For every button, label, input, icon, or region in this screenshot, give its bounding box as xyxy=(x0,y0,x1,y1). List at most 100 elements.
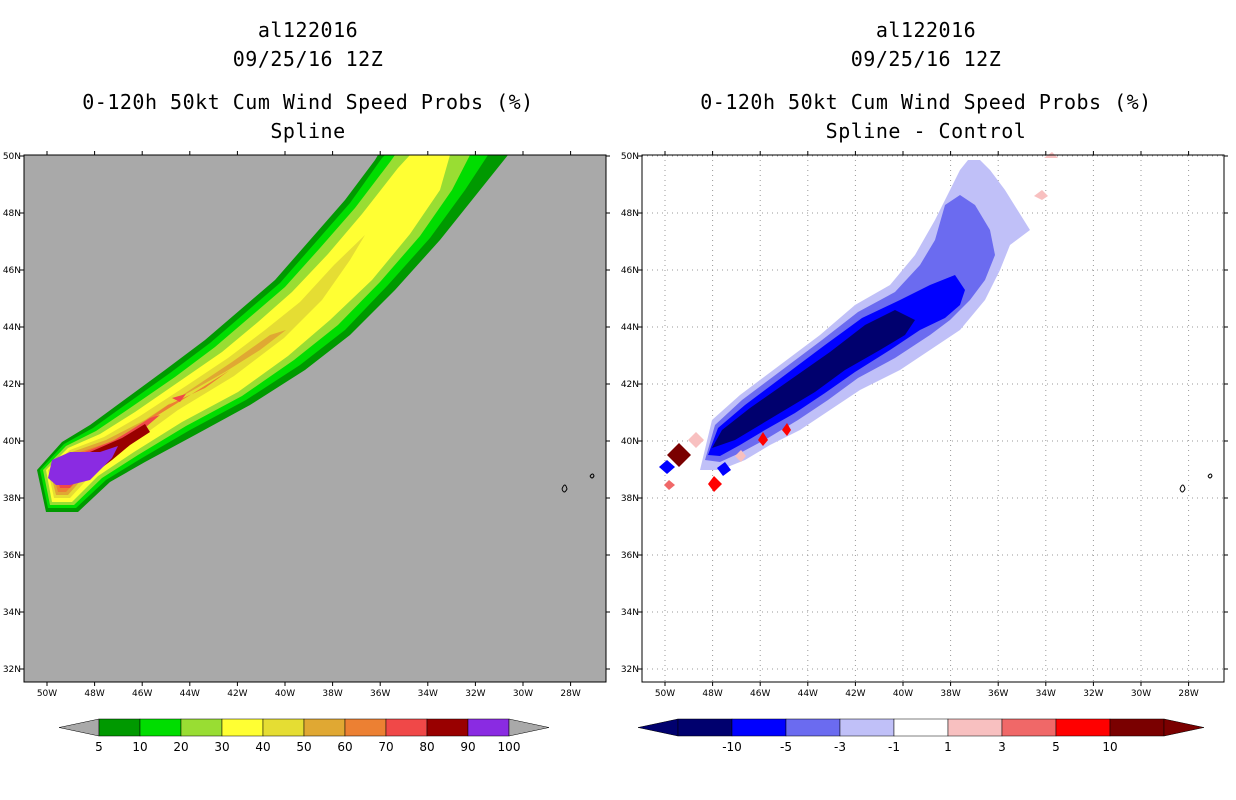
right-datetime: 09/25/16 12Z xyxy=(850,47,1002,71)
left-lat-axis: 50N 48N 46N 44N 42N 40N 38N 36N 34N 32N xyxy=(3,152,610,675)
lon-label: 50W xyxy=(37,689,57,699)
lon-label: 36W xyxy=(370,689,390,699)
lat-label: 40N xyxy=(3,437,21,447)
lat-label: 38N xyxy=(621,494,639,504)
left-subtitle: Spline xyxy=(270,119,346,143)
lon-label: 40W xyxy=(893,689,913,699)
lat-label: 32N xyxy=(3,665,21,675)
colorbar-swatch xyxy=(344,718,387,737)
colorbar-label: 30 xyxy=(214,740,229,754)
colorbar-label: 70 xyxy=(378,740,393,754)
lon-label: 42W xyxy=(845,689,865,699)
colorbar-swatch xyxy=(221,718,264,737)
left-storm-id: al122016 xyxy=(257,18,359,42)
colorbar-label: 10 xyxy=(132,740,147,754)
colorbar-label: -10 xyxy=(722,740,742,754)
colorbar-swatch xyxy=(1109,718,1165,737)
colorbar-label: 90 xyxy=(460,740,475,754)
lon-label: 38W xyxy=(322,689,342,699)
colorbar-label: 20 xyxy=(173,740,188,754)
lat-label: 48N xyxy=(621,209,639,219)
colorbar-swatch xyxy=(180,718,223,737)
diff-plus5-patch-2 xyxy=(758,432,768,446)
colorbar-label: 5 xyxy=(95,740,103,754)
diff-plus3-patch xyxy=(664,480,675,490)
left-island-outline-2 xyxy=(589,473,595,479)
diff-minus5-patch xyxy=(659,460,675,474)
right-map: 50N 48N 46N 44N 42N 40N 38N 36N 34N 32N 50W 48W 46W… xyxy=(621,151,1228,699)
right-map-border xyxy=(641,154,1225,683)
diff-plus1-patch-2 xyxy=(735,450,746,462)
lon-label: 42W xyxy=(227,689,247,699)
lat-label: 36N xyxy=(3,551,21,561)
colorbar-swatch xyxy=(385,718,428,737)
colorbar-swatch xyxy=(426,718,469,737)
colorbar-arrow-high xyxy=(508,718,550,737)
lon-label: 34W xyxy=(418,689,438,699)
colorbar-arrow-low xyxy=(637,718,679,737)
diff-plus1-patch xyxy=(688,432,704,448)
colorbar-label: 50 xyxy=(296,740,311,754)
diff-plus5-patch-3 xyxy=(782,423,791,436)
left-colorbar: 5 10 20 30 40 50 60 70 80 90 100 xyxy=(58,718,550,754)
colorbar-swatch xyxy=(303,718,346,737)
left-map-border xyxy=(23,154,607,683)
colorbar-label: -5 xyxy=(780,740,792,754)
lon-label: 36W xyxy=(988,689,1008,699)
right-lon-axis: 50W 48W 46W 44W 42W 40W 38W 36W 34W 32W 30W 28W xyxy=(655,151,1199,699)
colorbar-label: 5 xyxy=(1052,740,1060,754)
colorbar-swatch xyxy=(731,718,787,737)
right-storm-id: al122016 xyxy=(875,18,977,42)
colorbar-label: 100 xyxy=(498,740,521,754)
colorbar-label: 10 xyxy=(1102,740,1117,754)
left-title-block: al122016 09/25/16 12Z 0-120h 50kt Cum Wi… xyxy=(0,16,616,146)
lat-label: 32N xyxy=(621,665,639,675)
colorbar-swatch xyxy=(1001,718,1057,737)
colorbar-swatch xyxy=(1055,718,1111,737)
lon-label: 46W xyxy=(132,689,152,699)
lat-label: 44N xyxy=(621,323,639,333)
diff-minus10-contour xyxy=(712,310,915,448)
right-island-outline xyxy=(1179,484,1186,493)
colorbar-label: 80 xyxy=(419,740,434,754)
lon-label: 34W xyxy=(1036,689,1056,699)
lon-label: 40W xyxy=(275,689,295,699)
right-lat-axis: 50N 48N 46N 44N 42N 40N 38N 36N 34N 32N xyxy=(621,152,1228,675)
lat-label: 42N xyxy=(3,380,21,390)
lat-label: 34N xyxy=(3,608,21,618)
right-colorbar: -10 -5 -3 -1 1 3 5 10 xyxy=(637,718,1205,754)
lat-label: 46N xyxy=(621,266,639,276)
left-lon-axis: 50W 48W 46W 44W 42W 40W 38W 36W 34W 32W 30W 28W xyxy=(37,151,581,699)
lat-label: 50N xyxy=(3,152,21,162)
right-gridlines xyxy=(642,155,1224,682)
colorbar-label: 40 xyxy=(255,740,270,754)
colorbar-label: 60 xyxy=(337,740,352,754)
right-title-block: al122016 09/25/16 12Z 0-120h 50kt Cum Wi… xyxy=(616,16,1236,146)
lat-label: 36N xyxy=(621,551,639,561)
colorbar-swatch xyxy=(947,718,1003,737)
right-island-outline-2 xyxy=(1207,473,1213,479)
colorbar-label: 1 xyxy=(944,740,952,754)
lon-label: 28W xyxy=(1178,689,1198,699)
right-subtitle: Spline - Control xyxy=(825,119,1027,143)
diff-plus10-patch xyxy=(667,443,691,467)
lat-label: 50N xyxy=(621,152,639,162)
lon-label: 48W xyxy=(702,689,722,699)
colorbar-label: -1 xyxy=(888,740,900,754)
lat-label: 42N xyxy=(621,380,639,390)
prob-90-contour xyxy=(48,446,118,485)
colorbar-swatch xyxy=(467,718,510,737)
lon-label: 28W xyxy=(560,689,580,699)
colorbar-swatch xyxy=(262,718,305,737)
colorbar-arrow-high xyxy=(1163,718,1205,737)
colorbar-swatch xyxy=(893,718,949,737)
colorbar-label: -3 xyxy=(834,740,846,754)
right-product: 0-120h 50kt Cum Wind Speed Probs (%) xyxy=(700,90,1152,114)
left-datetime: 09/25/16 12Z xyxy=(232,47,384,71)
right-difference-field xyxy=(659,152,1058,492)
colorbar-swatch xyxy=(785,718,841,737)
left-island-outline xyxy=(561,484,568,493)
lon-label: 32W xyxy=(1083,689,1103,699)
lon-label: 46W xyxy=(750,689,770,699)
